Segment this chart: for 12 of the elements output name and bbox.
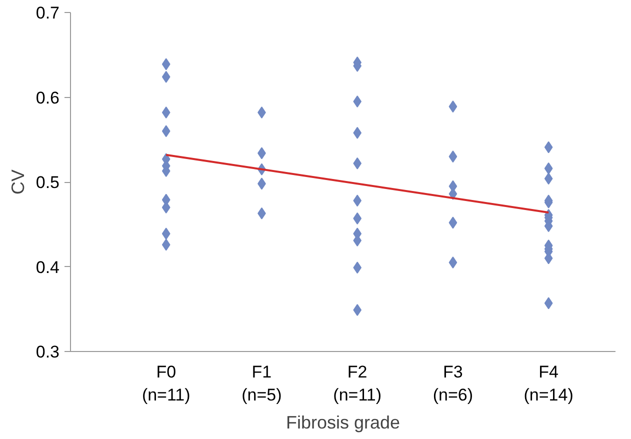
y-tick-label: 0.5 <box>36 173 60 192</box>
y-axis-title: CV <box>8 169 28 194</box>
x-tick-label: F3 (n=6) <box>432 362 474 404</box>
x-tick-label: F1 (n=5) <box>242 362 282 404</box>
x-tick-label: F2 (n=11) <box>333 362 382 404</box>
x-tick-label: F4 (n=14) <box>524 362 574 404</box>
y-tick-label: 0.3 <box>36 342 60 362</box>
x-tick-label: F0 (n=11) <box>142 362 190 404</box>
x-axis-title: Fibrosis grade <box>286 412 400 432</box>
y-tick-label: 0.6 <box>36 88 60 108</box>
y-tick-label: 0.4 <box>36 258 60 277</box>
y-tick-label: 0.7 <box>36 4 60 22</box>
